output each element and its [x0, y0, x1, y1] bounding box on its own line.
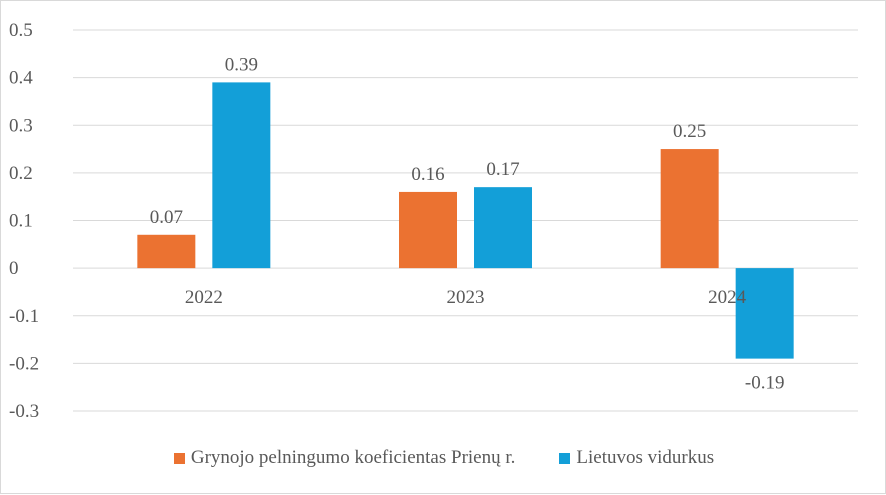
y-tick-label: -0.2 — [9, 353, 39, 374]
legend-swatch — [559, 452, 571, 464]
bar-2023-series1 — [474, 187, 532, 269]
data-label: 0.16 — [411, 164, 444, 185]
y-tick-label: 0 — [9, 258, 19, 279]
data-label: 0.39 — [225, 54, 258, 75]
data-label: 0.25 — [673, 121, 706, 142]
bar-2024-series1 — [735, 268, 794, 359]
y-tick-label: 0.2 — [9, 163, 33, 184]
y-tick-label: -0.3 — [9, 401, 39, 422]
y-tick-label: 0.5 — [9, 20, 33, 41]
legend-label: Lietuvos vidurkus — [576, 447, 715, 468]
data-label: 0.07 — [150, 207, 183, 228]
bar-2023-series0 — [399, 191, 457, 269]
legend-item-prienai: Grynojo pelningumo koeficientas Prienų r… — [173, 447, 516, 469]
y-tick-label: 0.3 — [9, 115, 33, 136]
x-tick-label: 2024 — [708, 287, 747, 308]
legend-label: Grynojo pelningumo koeficientas Prienų r… — [190, 447, 516, 468]
legend-item-lietuva: Lietuvos vidurkus — [559, 447, 714, 469]
legend-swatch — [173, 452, 185, 464]
bar-2022-series0 — [137, 234, 196, 269]
data-label: 0.17 — [486, 159, 519, 180]
bar-2022-series1 — [212, 82, 271, 269]
y-tick-label: 0.4 — [9, 68, 33, 89]
legend: Grynojo pelningumo koeficientas Prienų r… — [1, 447, 886, 469]
x-tick-label: 2022 — [185, 287, 223, 308]
y-tick-label: -0.1 — [9, 306, 39, 327]
x-tick-label: 2023 — [447, 287, 485, 308]
data-label: -0.19 — [745, 373, 785, 394]
bar-2024-series0 — [660, 149, 719, 269]
y-tick-label: 0.1 — [9, 211, 33, 232]
